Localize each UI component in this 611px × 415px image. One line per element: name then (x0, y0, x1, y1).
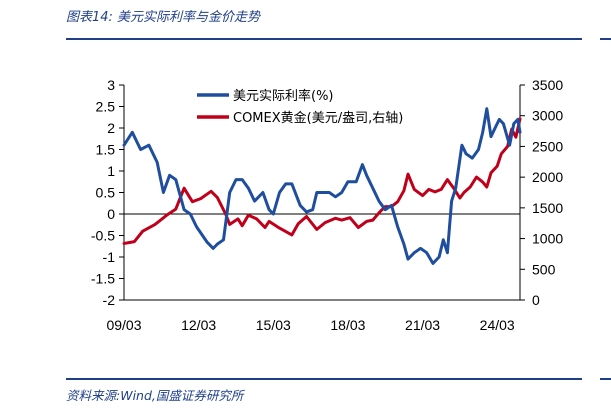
left-tick-label: 1.5 (96, 142, 116, 158)
series-line-real-rate (122, 107, 522, 265)
left-tick-label: -0.5 (91, 228, 115, 244)
top-divider-tail (600, 38, 611, 40)
right-tick-label: 1000 (532, 231, 563, 247)
x-tick-label: 21/03 (405, 317, 440, 333)
right-tick-label: 0 (532, 292, 540, 308)
bottom-divider-tail (600, 378, 611, 380)
left-tick-label: 0.5 (96, 185, 116, 201)
left-tick-label: 2.5 (96, 99, 116, 115)
left-tick-label: 2 (107, 120, 115, 136)
x-tick-label: 09/03 (106, 317, 141, 333)
legend-label: COMEX黄金(美元/盎司,右轴) (233, 110, 403, 126)
left-tick-label: -1 (103, 249, 116, 265)
x-tick-label: 15/03 (256, 317, 291, 333)
x-tick-label: 24/03 (480, 317, 515, 333)
left-tick-label: 3 (107, 77, 115, 93)
right-tick-label: 3500 (532, 77, 563, 93)
source-note: 资料来源:Wind,国盛证券研究所 (66, 388, 244, 403)
x-tick-label: 12/03 (181, 317, 216, 333)
bottom-divider (66, 378, 582, 380)
left-tick-label: 1 (107, 163, 115, 179)
right-tick-label: 2500 (532, 138, 563, 154)
left-tick-label: 0 (107, 206, 115, 222)
left-tick-label: -2 (103, 292, 116, 308)
right-tick-label: 1500 (532, 200, 563, 216)
right-tick-label: 3000 (532, 108, 563, 124)
top-divider (66, 38, 582, 40)
right-tick-label: 500 (532, 261, 556, 277)
left-tick-label: -1.5 (91, 271, 115, 287)
x-tick-label: 18/03 (330, 317, 365, 333)
legend-label: 美元实际利率(%) (233, 88, 334, 104)
right-tick-label: 2000 (532, 169, 563, 185)
series-line-gold (122, 117, 522, 245)
figure-title: 图表14: 美元实际利率与金价走势 (66, 10, 261, 25)
